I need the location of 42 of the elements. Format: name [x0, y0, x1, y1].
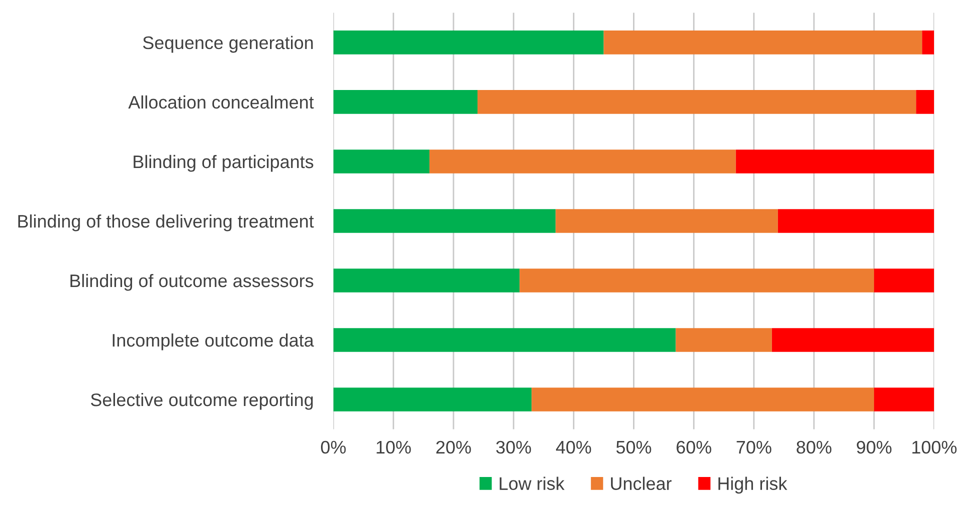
- x-tick-label: 80%: [796, 440, 832, 454]
- bar: [778, 209, 934, 233]
- legend-label: Low risk: [500, 476, 565, 490]
- y-tick-label: Allocation concealment: [128, 95, 314, 109]
- x-tick-label: 10%: [376, 440, 411, 454]
- x-tick-label: 90%: [856, 440, 892, 454]
- bar: [333, 328, 676, 352]
- bar: [520, 268, 874, 292]
- bar: [333, 30, 604, 54]
- y-tick-label: Blinding of participants: [134, 154, 314, 172]
- bar: [604, 30, 922, 54]
- y-tick-label: Sequence generation: [143, 36, 313, 53]
- legend-label: Unclear: [611, 476, 672, 490]
- bar: [333, 268, 520, 292]
- bar: [429, 150, 736, 174]
- bar: [874, 268, 934, 292]
- bar: [922, 30, 934, 54]
- bar: [333, 209, 556, 233]
- bar: [333, 150, 430, 174]
- y-tick-label: Selective outcome reporting: [90, 392, 313, 410]
- bar: [676, 328, 772, 352]
- bar: [772, 328, 934, 352]
- x-tick-label: 30%: [496, 440, 531, 454]
- x-tick-label: 40%: [556, 440, 592, 454]
- legend-label: High risk: [718, 476, 788, 494]
- bar: [736, 150, 934, 174]
- bar: [333, 90, 478, 114]
- bar: [916, 90, 934, 114]
- bar: [874, 388, 934, 412]
- bar: [478, 90, 916, 114]
- y-tick-label: Incomplete outcome data: [112, 333, 314, 350]
- x-tick-label: 20%: [436, 440, 471, 454]
- x-tick-label: 0%: [320, 440, 346, 454]
- bar: [532, 388, 874, 412]
- bar: [556, 209, 778, 233]
- y-tick-label: Blinding of those delivering treatment: [18, 214, 314, 232]
- bar: [333, 388, 532, 412]
- y-tick-label: Blinding of outcome assessors: [70, 274, 314, 291]
- x-tick-label: 50%: [616, 440, 652, 454]
- x-tick-label: 100%: [912, 440, 957, 454]
- x-tick-label: 70%: [736, 440, 772, 454]
- x-tick-label: 60%: [676, 440, 712, 454]
